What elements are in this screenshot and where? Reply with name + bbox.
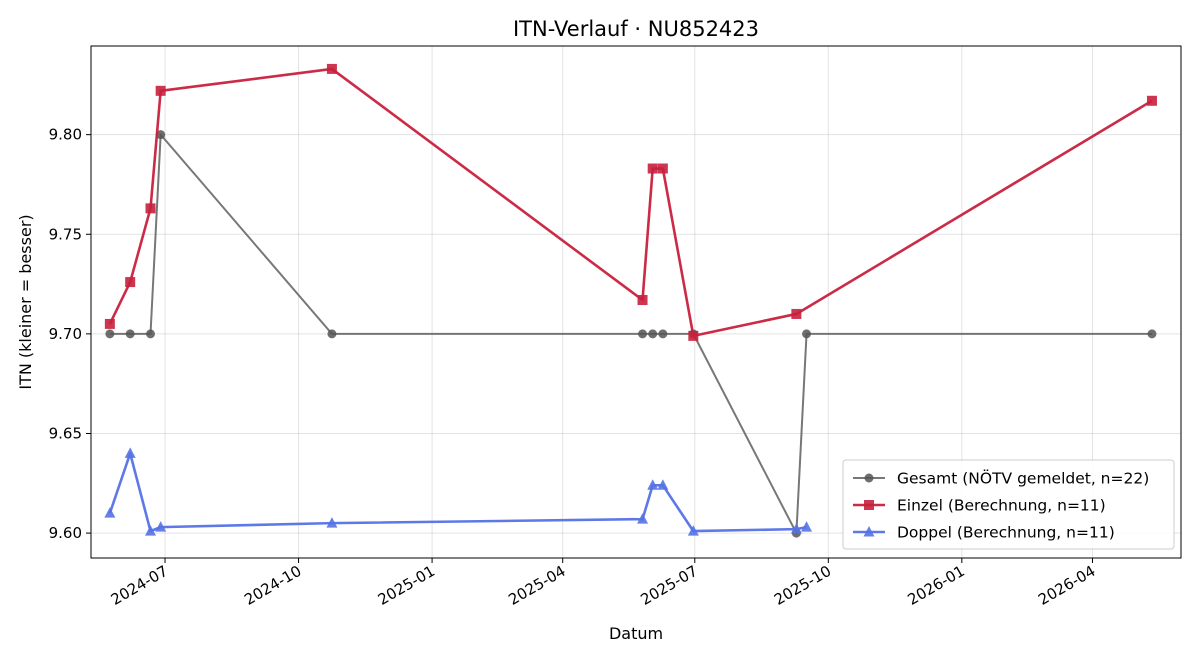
data-point	[326, 63, 337, 74]
x-tick-label: 2025-10	[771, 562, 834, 609]
data-point	[145, 203, 156, 214]
data-point	[657, 479, 669, 490]
data-point	[1146, 95, 1157, 106]
data-point	[327, 329, 337, 339]
y-tick-label: 9.65	[49, 424, 82, 442]
y-tick-label: 9.80	[49, 126, 82, 144]
series-line	[108, 67, 1153, 338]
data-point	[124, 447, 136, 458]
legend: Gesamt (NÖTV gemeldet, n=22) Einzel (Bere…	[842, 459, 1175, 550]
data-point	[637, 513, 649, 524]
legend-box	[842, 459, 1175, 550]
series-2	[104, 63, 1157, 341]
data-point	[146, 329, 156, 339]
data-point	[802, 329, 812, 339]
legend-label: Doppel (Berechnung, n=11)	[897, 524, 1115, 542]
data-point	[801, 521, 813, 532]
data-point	[1147, 329, 1157, 339]
data-point	[657, 163, 668, 174]
y-tick-label: 9.70	[49, 325, 82, 343]
x-tick-label: 2026-01	[905, 562, 968, 609]
series-3	[104, 447, 813, 536]
x-tick-label: 2025-01	[375, 562, 438, 609]
series-layer	[104, 63, 1157, 538]
data-point	[648, 329, 658, 339]
data-point	[647, 163, 658, 174]
data-point	[155, 521, 167, 532]
data-point	[790, 523, 802, 534]
data-point	[105, 329, 115, 339]
data-point	[125, 277, 136, 288]
y-axis-title: ITN (kleiner = besser)	[16, 214, 35, 389]
x-tick-label: 2024-10	[241, 562, 304, 609]
legend-marker	[864, 473, 874, 483]
data-point	[155, 85, 166, 96]
y-tick-label: 9.75	[49, 225, 82, 243]
x-tick-label: 2026-04	[1035, 562, 1098, 609]
legend-marker	[864, 500, 874, 510]
legend-label: Gesamt (NÖTV gemeldet, n=22)	[897, 469, 1149, 488]
data-point	[326, 517, 338, 528]
x-tick-label: 2024-07	[108, 562, 171, 609]
data-point	[104, 507, 116, 518]
series-line	[108, 452, 807, 533]
data-point	[637, 295, 648, 306]
data-point	[125, 329, 135, 339]
x-tick-label: 2025-07	[637, 562, 700, 609]
legend-marker	[863, 526, 875, 537]
data-point	[104, 318, 115, 329]
x-tick-label: 2025-04	[505, 562, 568, 609]
legend-label: Einzel (Berechnung, n=11)	[897, 497, 1106, 515]
data-point	[156, 130, 166, 140]
data-point	[145, 525, 157, 536]
x-axis-title: Datum	[609, 624, 663, 643]
grid-layer	[91, 46, 1181, 558]
data-point	[658, 329, 668, 339]
plot-frame	[90, 45, 1182, 559]
chart-title: ITN-Verlauf · NU852423	[513, 17, 759, 41]
data-point	[688, 330, 699, 341]
data-point	[638, 329, 648, 339]
y-tick-label: 9.60	[49, 524, 82, 542]
data-point	[687, 525, 699, 536]
data-point	[791, 308, 802, 319]
data-point	[647, 479, 659, 490]
